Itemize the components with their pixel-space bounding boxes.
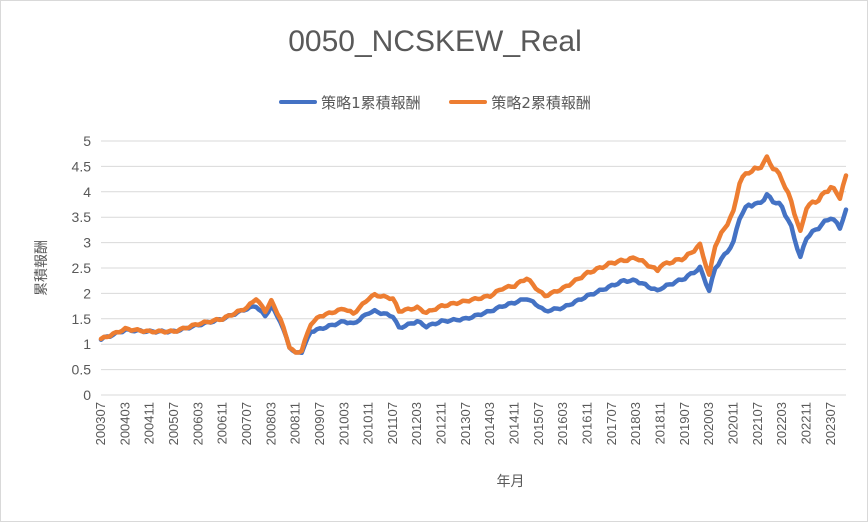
x-axis-title: 年月: [497, 474, 525, 490]
y-tick-label-9: 4.5: [72, 158, 92, 174]
x-tick-label-30: 202307: [823, 402, 838, 445]
y-tick-label-1: 0.5: [72, 362, 92, 378]
legend-item-series-2: 策略2累積報酬: [449, 92, 591, 113]
y-tick-label-10: 5: [83, 133, 91, 149]
x-tick-label-21: 201707: [604, 402, 619, 445]
legend-label-series-1: 策略1累積報酬: [321, 93, 421, 112]
x-tick-label-3: 200507: [166, 402, 181, 445]
y-tick-label-5: 2.5: [72, 260, 92, 276]
x-tick-label-10: 201003: [336, 402, 351, 445]
x-tick-label-19: 201603: [555, 402, 570, 445]
chart-title: 0050_NCSKEW_Real: [288, 25, 582, 58]
legend-item-series-1: 策略1累積報酬: [279, 92, 421, 113]
x-tick-label-18: 201507: [531, 402, 546, 445]
legend-label-series-2: 策略2累積報酬: [491, 93, 591, 112]
y-axis-title: 累積報酬: [34, 240, 50, 296]
x-tick-label-14: 201211: [434, 402, 449, 444]
x-tick-label-4: 200603: [190, 402, 205, 445]
x-tick-label-7: 200803: [263, 402, 278, 445]
x-tick-label-9: 200907: [312, 402, 327, 445]
x-tick-label-24: 201907: [677, 402, 692, 445]
y-tick-label-4: 2: [83, 285, 91, 301]
y-tick-label-0: 0: [83, 387, 91, 403]
y-tick-label-6: 3: [83, 235, 91, 251]
x-tick-label-23: 201811: [653, 402, 668, 444]
x-tick-label-16: 201403: [482, 402, 497, 445]
x-tick-label-11: 201011: [361, 402, 376, 444]
x-tick-label-27: 202107: [750, 402, 765, 445]
series-line-1: [98, 192, 849, 356]
y-tick-label-2: 1: [83, 336, 91, 352]
x-tick-label-0: 200307: [93, 402, 108, 445]
y-tick-label-7: 3.5: [72, 209, 92, 225]
x-tick-label-8: 200811: [288, 402, 303, 444]
legend-swatch-series-1: [279, 100, 318, 104]
legend-swatch-series-2: [449, 100, 488, 104]
x-tick-label-22: 201803: [628, 402, 643, 445]
x-tick-label-13: 201203: [409, 402, 424, 445]
x-tick-label-25: 202003: [701, 402, 716, 445]
x-tick-label-12: 201107: [385, 402, 400, 444]
x-tick-label-1: 200403: [117, 402, 132, 445]
x-tick-label-17: 201411: [507, 402, 522, 444]
y-tick-label-3: 1.5: [72, 311, 92, 327]
x-tick-label-28: 202203: [774, 402, 789, 445]
series-line-2: [98, 154, 849, 355]
x-tick-label-29: 202211: [798, 402, 813, 444]
x-tick-label-15: 201307: [458, 402, 473, 445]
x-tick-label-26: 202011: [725, 402, 740, 444]
x-tick-label-2: 200411: [142, 402, 157, 444]
y-tick-label-8: 4: [83, 184, 91, 200]
legend: 策略1累積報酬 策略2累積報酬: [1, 90, 868, 113]
x-tick-label-5: 200611: [215, 402, 230, 444]
x-tick-label-20: 201611: [580, 402, 595, 444]
x-tick-label-6: 200707: [239, 402, 254, 445]
